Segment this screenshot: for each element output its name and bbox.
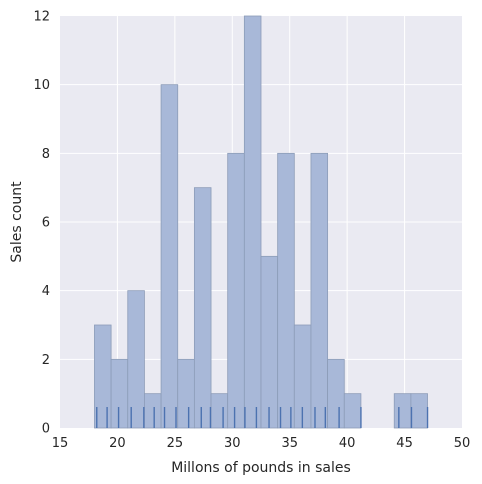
y-tick-label: 4 — [42, 284, 50, 299]
y-tick-label: 8 — [42, 147, 50, 162]
histogram-bar — [277, 152, 295, 429]
histogram-bar — [144, 393, 162, 429]
y-tick-label: 0 — [42, 422, 50, 437]
histogram-bar — [110, 358, 129, 429]
histogram-bars — [94, 15, 428, 429]
x-tick-label: 50 — [454, 436, 471, 451]
histogram-bar — [327, 358, 345, 429]
histogram-bar — [243, 15, 262, 429]
x-tick-label: 40 — [339, 436, 356, 451]
histogram-bar — [210, 393, 229, 429]
rug-marks — [96, 407, 429, 428]
y-tick-label: 2 — [42, 353, 50, 368]
y-tick-label: 10 — [33, 78, 50, 93]
x-tick-label: 45 — [396, 436, 413, 451]
x-tick-label: 35 — [281, 436, 298, 451]
histogram-bar — [160, 84, 179, 429]
histogram-bar — [127, 290, 145, 429]
x-tick-labels: 15 20 25 30 35 40 45 50 — [52, 436, 471, 451]
y-tick-labels: 0 2 4 6 8 10 12 — [33, 10, 50, 437]
histogram-bar — [410, 393, 428, 429]
histogram-bar — [227, 152, 245, 429]
x-tick-label: 25 — [167, 436, 184, 451]
y-axis-label: Sales count — [9, 181, 25, 263]
histogram-bar — [343, 393, 362, 429]
histogram-bar — [310, 152, 329, 429]
y-tick-label: 12 — [33, 10, 50, 25]
x-axis-label: Millons of pounds in sales — [171, 460, 351, 476]
y-tick-label: 6 — [42, 216, 50, 231]
x-tick-label: 15 — [52, 436, 69, 451]
histogram-bar — [177, 358, 195, 429]
histogram-bar — [393, 393, 412, 429]
x-tick-label: 20 — [109, 436, 126, 451]
histogram-bar — [193, 187, 212, 429]
x-tick-label: 30 — [224, 436, 241, 451]
histogram-bar — [260, 255, 279, 429]
